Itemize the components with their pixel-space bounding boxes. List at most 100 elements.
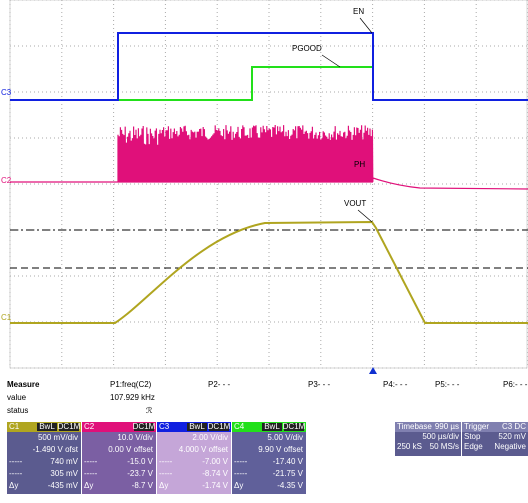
- channel-row-label: -----: [9, 457, 23, 466]
- channel-row-value: 9.90 V offset: [258, 445, 304, 454]
- channel-row-label: Δy: [234, 481, 243, 490]
- trace-label: EN: [353, 7, 364, 16]
- channel-tag: DC1M: [58, 422, 81, 431]
- channel-marker: C1: [1, 313, 12, 322]
- channel-name: C2: [84, 422, 95, 431]
- timebase-value: 500 µs/div: [422, 432, 459, 441]
- trigger-marker: [369, 367, 377, 374]
- channel-row-value: -21.75 V: [273, 469, 304, 478]
- channel-row-value: 740 mV: [50, 457, 78, 466]
- measure-table: Measure P1:freq(C2) P2- - - P3- - - P4:-…: [7, 380, 528, 415]
- channel-row-label: -----: [9, 469, 23, 478]
- trace-label: VOUT: [344, 199, 366, 208]
- channel-tag-bg: [284, 423, 304, 431]
- channel-tag: BwL: [264, 422, 280, 431]
- channel-row-value: -8.7 V: [132, 481, 154, 490]
- channel-body: [157, 432, 231, 494]
- channel-body: [7, 432, 81, 494]
- trace-label: PGOOD: [292, 44, 322, 53]
- channel-row-label: Δy: [84, 481, 93, 490]
- measure-row-label: status: [7, 406, 28, 415]
- channel-name: C3: [159, 422, 170, 431]
- channel-row-label: -----: [159, 469, 173, 478]
- channel-row-value: 2.00 V/div: [192, 433, 228, 442]
- label-leader: [357, 209, 373, 223]
- measure-value: 107.929 kHz: [110, 393, 155, 402]
- timebase-value: 990 µs: [435, 422, 459, 431]
- measure-header: P4:- - -: [383, 380, 408, 389]
- channel-row-value: -1.74 V: [202, 481, 228, 490]
- channel-row-value: -1.490 V ofst: [33, 445, 79, 454]
- measure-status: ℛ: [146, 406, 153, 415]
- channel-name: C4: [234, 422, 245, 431]
- channel-row-label: -----: [84, 457, 98, 466]
- channel-tag: DC1M: [283, 422, 306, 431]
- channel-row-value: 0.00 V offset: [108, 445, 154, 454]
- channel-row-value: -23.7 V: [127, 469, 153, 478]
- trigger-label: Edge: [464, 442, 483, 451]
- channel-marker: C2: [1, 176, 12, 185]
- channel-tag: DC1M: [133, 422, 156, 431]
- trace-label: PH: [354, 160, 365, 169]
- channel-tag: DC1M: [208, 422, 231, 431]
- channel-row-value: 4.000 V offset: [179, 445, 229, 454]
- measure-header: P2- - -: [208, 380, 231, 389]
- channel-body: [232, 432, 306, 494]
- trigger-label: Stop: [464, 432, 481, 441]
- channel-row-value: 305 mV: [50, 469, 78, 478]
- trigger-header: [462, 422, 528, 432]
- vout-trace: [10, 220, 528, 324]
- channel-tag-bg: [59, 423, 79, 431]
- channel-row-label: -----: [159, 457, 173, 466]
- graticule-border: [9, 0, 528, 369]
- label-leader: [321, 54, 341, 68]
- timebase-body: [395, 432, 461, 456]
- ph-trace-path: [10, 124, 528, 190]
- timebase-header: [395, 422, 461, 432]
- channel-row-value: -17.40 V: [273, 457, 304, 466]
- channel-tag-bg: [209, 423, 229, 431]
- channel-row-value: 5.00 V/div: [267, 433, 303, 442]
- measure-row-label: value: [7, 393, 27, 402]
- channel-row-label: -----: [84, 469, 98, 478]
- measure-header: Measure: [7, 380, 40, 389]
- channel-row-value: 10.0 V/div: [117, 433, 153, 442]
- timebase-label: 250 kS: [397, 442, 422, 451]
- channel-tag-bg: [262, 423, 282, 431]
- channel-row-value: -8.74 V: [202, 469, 228, 478]
- trigger-value: C3 DC: [502, 422, 526, 431]
- channel-row-value: 500 mV/div: [38, 433, 78, 442]
- channel-row-label: -----: [234, 469, 248, 478]
- timebase-value: 50 MS/s: [430, 442, 459, 451]
- channel-tag: BwL: [39, 422, 55, 431]
- trigger-value: Negative: [494, 442, 526, 451]
- channel-row-label: Δy: [159, 481, 168, 490]
- channel-tag-bg: [187, 423, 207, 431]
- channel-row-value: -7.00 V: [202, 457, 228, 466]
- channel-tag-bg: [37, 423, 57, 431]
- measure-header: P5:- - -: [435, 380, 460, 389]
- trigger-label: Trigger: [464, 422, 489, 431]
- channel-row-value: -435 mV: [48, 481, 79, 490]
- timebase-label: Timebase: [397, 422, 432, 431]
- channel-body: [82, 432, 156, 494]
- channel-header: [82, 422, 156, 432]
- trigger-value: 520 mV: [498, 432, 526, 441]
- en-trace: [10, 32, 528, 101]
- measure-header: P1:freq(C2): [110, 380, 152, 389]
- channel-marker: C3: [1, 88, 12, 97]
- channel-tag-bg: [134, 423, 154, 431]
- trigger-body: [462, 432, 528, 456]
- channel-row-label: -----: [234, 457, 248, 466]
- measure-header: P6:- - -: [503, 380, 528, 389]
- graticule: [9, 0, 528, 369]
- label-leader: [359, 17, 373, 34]
- channel-row-value: -15.0 V: [127, 457, 153, 466]
- channel-row-label: Δy: [9, 481, 18, 490]
- channel-name: C1: [9, 422, 20, 431]
- channel-row-value: -4.35 V: [277, 481, 303, 490]
- pgood-trace: [118, 66, 374, 101]
- measure-header: P3- - -: [308, 380, 331, 389]
